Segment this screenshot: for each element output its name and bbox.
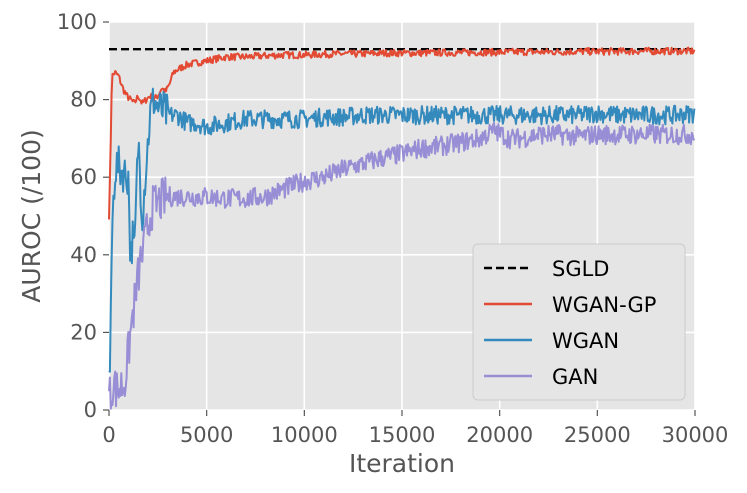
x-tick-label: 15000 xyxy=(369,423,436,447)
series-line-gan xyxy=(108,121,696,410)
y-tick-label: 60 xyxy=(70,165,97,189)
legend-label-wgan: WGAN xyxy=(552,329,619,353)
y-tick-label: 20 xyxy=(70,320,97,344)
x-tick-label: 20000 xyxy=(466,423,533,447)
y-tick-label: 100 xyxy=(57,10,97,34)
x-tick-label: 5000 xyxy=(180,423,233,447)
y-tick-label: 80 xyxy=(70,88,97,112)
legend-label-wgan-gp: WGAN-GP xyxy=(552,293,656,317)
y-tick-label: 40 xyxy=(70,243,97,267)
series-line-wgan-gp xyxy=(108,46,696,220)
y-tick-label: 0 xyxy=(84,398,97,422)
legend-items: SGLD WGAN-GP WGAN GAN xyxy=(484,257,656,389)
axis-ticks: 0 5000 10000 15000 20000 25000 30000 0 20 40 60 80 1… xyxy=(57,10,729,447)
y-axis-label: AUROC (/100) xyxy=(17,129,46,303)
x-tick-label: 25000 xyxy=(564,423,631,447)
x-tick-label: 10000 xyxy=(271,423,338,447)
legend: SGLD WGAN-GP WGAN GAN xyxy=(472,243,686,401)
legend-box xyxy=(472,243,686,401)
legend-label-sgld: SGLD xyxy=(552,257,609,281)
series-group xyxy=(108,46,696,410)
series-line-wgan xyxy=(108,87,696,373)
x-axis-label: Iteration xyxy=(349,449,455,478)
x-tick-label: 30000 xyxy=(662,423,729,447)
legend-label-gan: GAN xyxy=(552,365,598,389)
x-tick-label: 0 xyxy=(102,423,115,447)
